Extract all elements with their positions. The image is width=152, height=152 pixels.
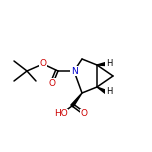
Text: H: H [106, 59, 112, 69]
Polygon shape [71, 93, 82, 107]
Text: HO: HO [54, 109, 68, 119]
Text: O: O [48, 78, 55, 88]
Text: H: H [106, 88, 112, 97]
Text: O: O [40, 59, 47, 69]
Text: O: O [81, 109, 88, 119]
Text: N: N [71, 67, 77, 76]
Polygon shape [97, 62, 106, 66]
Polygon shape [97, 87, 107, 93]
